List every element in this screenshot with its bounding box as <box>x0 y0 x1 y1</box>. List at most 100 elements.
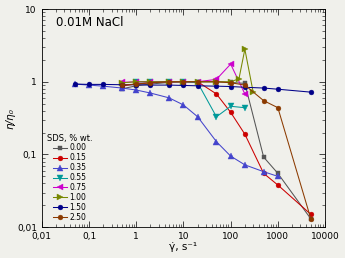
0.00 <box>262 156 266 159</box>
0.15 <box>167 80 171 83</box>
0.15 <box>262 172 266 175</box>
2.50 <box>181 80 186 83</box>
0.35 <box>181 103 186 107</box>
1.50 <box>134 83 138 86</box>
0.75 <box>181 80 186 83</box>
1.00 <box>196 80 200 83</box>
1.50 <box>167 84 171 87</box>
0.35 <box>101 85 105 88</box>
2.50 <box>276 106 280 109</box>
Line: 0.75: 0.75 <box>119 61 248 97</box>
0.15 <box>181 80 186 83</box>
Line: 1.50: 1.50 <box>72 82 313 95</box>
0.55 <box>134 80 138 83</box>
0.35 <box>134 88 138 92</box>
0.75 <box>196 80 200 83</box>
2.50 <box>148 81 152 84</box>
Line: 1.00: 1.00 <box>119 46 256 95</box>
0.75 <box>134 80 138 83</box>
0.75 <box>243 92 247 95</box>
1.00 <box>237 77 241 80</box>
1.00 <box>148 80 152 83</box>
Line: 0.15: 0.15 <box>120 79 313 217</box>
2.50 <box>120 84 124 87</box>
1.00 <box>120 81 124 84</box>
0.75 <box>229 62 233 66</box>
0.15 <box>243 133 247 136</box>
0.00 <box>148 83 152 86</box>
0.55 <box>181 80 186 83</box>
0.15 <box>196 80 200 83</box>
Line: 2.50: 2.50 <box>120 79 313 221</box>
2.50 <box>309 217 313 220</box>
2.50 <box>243 84 247 87</box>
2.50 <box>196 80 200 83</box>
0.15 <box>134 83 138 86</box>
0.00 <box>214 80 218 83</box>
0.55 <box>214 115 218 118</box>
0.35 <box>148 92 152 95</box>
1.50 <box>262 86 266 90</box>
2.50 <box>262 99 266 102</box>
0.00 <box>181 80 186 83</box>
0.00 <box>243 82 247 85</box>
1.50 <box>87 83 91 86</box>
0.35 <box>73 83 77 86</box>
0.35 <box>276 175 280 178</box>
0.55 <box>196 81 200 84</box>
0.00 <box>120 87 124 90</box>
1.00 <box>167 80 171 83</box>
0.35 <box>196 115 200 118</box>
2.50 <box>229 81 233 84</box>
0.15 <box>214 92 218 95</box>
2.50 <box>134 83 138 86</box>
1.00 <box>214 80 218 83</box>
0.15 <box>309 213 313 216</box>
0.55 <box>243 106 247 109</box>
0.00 <box>196 80 200 83</box>
1.50 <box>243 86 247 89</box>
0.00 <box>309 217 313 220</box>
0.15 <box>120 84 124 87</box>
Line: 0.55: 0.55 <box>133 79 248 120</box>
0.15 <box>229 111 233 114</box>
1.50 <box>101 83 105 86</box>
1.50 <box>148 84 152 87</box>
0.55 <box>229 105 233 108</box>
0.35 <box>262 170 266 173</box>
1.00 <box>243 48 247 51</box>
Legend: 0.00, 0.15, 0.35, 0.55, 0.75, 1.00, 1.50, 2.50: 0.00, 0.15, 0.35, 0.55, 0.75, 1.00, 1.50… <box>46 132 94 223</box>
0.35 <box>87 84 91 87</box>
1.00 <box>229 80 233 83</box>
Text: 0.01M NaCl: 0.01M NaCl <box>56 15 124 29</box>
0.55 <box>167 80 171 83</box>
0.15 <box>276 183 280 187</box>
2.50 <box>214 80 218 83</box>
0.00 <box>276 172 280 175</box>
X-axis label: γ̇, s⁻¹: γ̇, s⁻¹ <box>169 243 197 252</box>
0.35 <box>120 86 124 90</box>
1.50 <box>120 83 124 86</box>
0.00 <box>167 81 171 84</box>
2.50 <box>167 80 171 83</box>
0.35 <box>214 140 218 143</box>
1.50 <box>214 85 218 88</box>
0.00 <box>134 84 138 87</box>
Line: 0.00: 0.00 <box>120 79 313 221</box>
1.50 <box>181 84 186 87</box>
0.75 <box>148 80 152 83</box>
1.50 <box>73 83 77 86</box>
1.00 <box>251 91 255 94</box>
1.00 <box>134 80 138 83</box>
1.00 <box>181 80 186 83</box>
0.35 <box>243 163 247 166</box>
0.15 <box>148 81 152 84</box>
1.50 <box>196 84 200 87</box>
0.75 <box>167 80 171 83</box>
1.50 <box>276 88 280 91</box>
Y-axis label: η/η₀: η/η₀ <box>6 108 16 128</box>
0.35 <box>229 155 233 158</box>
0.35 <box>167 96 171 99</box>
1.50 <box>309 91 313 94</box>
0.75 <box>120 81 124 84</box>
